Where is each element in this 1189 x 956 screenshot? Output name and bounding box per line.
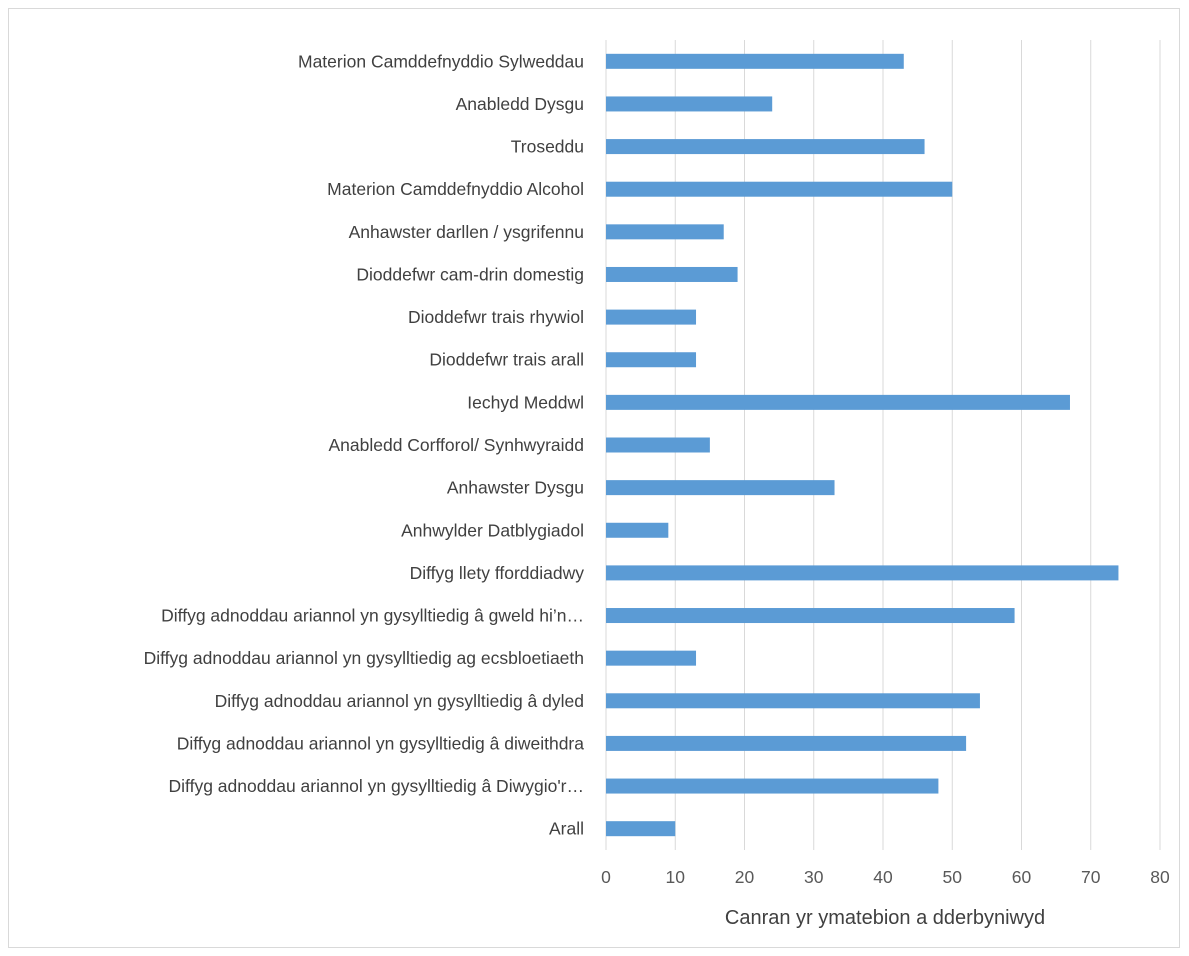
category-label: Diffyg adnoddau ariannol yn gysylltiedig…	[144, 648, 584, 668]
x-tick-label: 80	[1150, 867, 1170, 887]
bar	[606, 693, 980, 709]
bar	[606, 266, 738, 282]
x-axis-title: Canran yr ymatebion a dderbyniwyd	[725, 907, 1045, 929]
category-label: Anhawster darllen / ysgrifennu	[349, 222, 584, 242]
category-labels: Materion Camddefnyddio Sylweddau Anabledd…	[144, 51, 585, 838]
gridlines	[605, 40, 1161, 850]
x-tick-label: 20	[735, 867, 755, 887]
x-tick-label: 60	[1012, 867, 1032, 887]
bar	[606, 480, 835, 496]
category-label: Anhwylder Datblygiadol	[401, 520, 584, 540]
bar	[606, 139, 925, 155]
bar	[606, 821, 676, 837]
bar	[606, 394, 1070, 410]
bar	[606, 778, 939, 794]
category-label: Diffyg adnoddau ariannol yn gysylltiedig…	[215, 691, 584, 711]
category-label: Troseddu	[511, 137, 584, 157]
bar	[606, 608, 1015, 624]
bar	[606, 650, 697, 666]
bar	[606, 735, 967, 751]
category-label: Anabledd Dysgu	[456, 94, 584, 114]
x-tick-label: 10	[666, 867, 686, 887]
chart-frame	[8, 8, 1180, 948]
x-tick-label: 70	[1081, 867, 1101, 887]
bars	[606, 53, 1119, 837]
category-label: Anhawster Dysgu	[447, 478, 584, 498]
bar	[606, 565, 1119, 581]
x-tick-label: 0	[601, 867, 611, 887]
category-label: Dioddefwr cam-drin domestig	[356, 264, 584, 284]
bar	[606, 181, 953, 197]
category-label: Dioddefwr trais rhywiol	[408, 307, 584, 327]
category-label: Anabledd Corfforol/ Synhwyraidd	[328, 435, 584, 455]
x-tick-labels: 0 10 20 30 40 50 60 70 80	[601, 867, 1170, 887]
category-label: Iechyd Meddwl	[467, 392, 584, 412]
category-label: Diffyg adnoddau ariannol yn gysylltiedig…	[177, 733, 585, 753]
bar	[606, 437, 710, 453]
category-label: Arall	[549, 819, 584, 839]
category-label: Materion Camddefnyddio Sylweddau	[298, 51, 584, 71]
bar	[606, 53, 904, 69]
bar	[606, 224, 724, 240]
category-label: Diffyg llety fforddiadwy	[410, 563, 585, 583]
bar	[606, 96, 773, 112]
category-label: Diffyg adnoddau ariannol yn gysylltiedig…	[161, 606, 584, 626]
x-tick-label: 30	[804, 867, 824, 887]
bar	[606, 522, 669, 538]
category-label: Diffyg adnoddau ariannol yn gysylltiedig…	[169, 776, 584, 796]
bar	[606, 309, 697, 325]
bar	[606, 352, 697, 368]
x-tick-label: 40	[873, 867, 893, 887]
x-tick-label: 50	[943, 867, 963, 887]
category-label: Dioddefwr trais arall	[429, 350, 584, 370]
category-label: Materion Camddefnyddio Alcohol	[327, 179, 584, 199]
